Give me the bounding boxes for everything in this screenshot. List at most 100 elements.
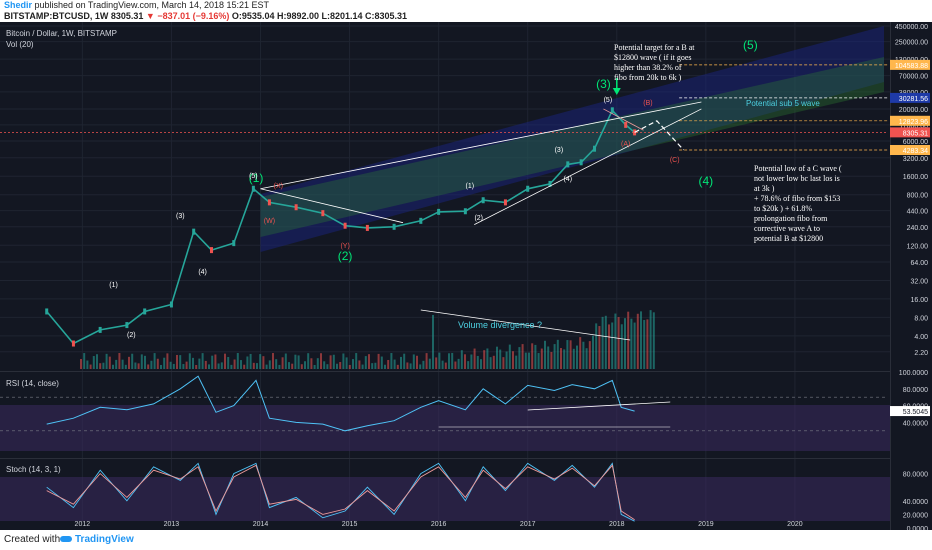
volume-bar	[291, 363, 294, 369]
price-candle	[267, 199, 271, 206]
target-note: Potential target for a B at $12800 wave …	[614, 43, 697, 82]
price-candle	[294, 204, 298, 211]
price-axis-border	[890, 22, 891, 530]
volume-bar	[272, 353, 274, 369]
price-candle	[45, 308, 49, 315]
price-label-bg	[890, 145, 930, 156]
volume-bar	[633, 322, 636, 369]
volume-bar	[444, 362, 447, 369]
price-candle	[526, 185, 530, 192]
volume-bar	[588, 341, 591, 369]
wave-label: (3)	[596, 77, 611, 91]
volume-bar	[483, 350, 486, 369]
x-tick-label: 2012	[75, 521, 91, 528]
chart-canvas[interactable]: (1) (2) (3) (4) (5) (1) (2) (3) (4) (5) (1) (2) (3)(…	[0, 22, 932, 533]
volume-bar	[569, 340, 572, 369]
volume-bar	[608, 324, 610, 369]
volume-bar	[217, 363, 220, 369]
volume-bar	[368, 354, 370, 369]
volume-bar	[284, 353, 287, 369]
volume-bar	[147, 364, 150, 369]
price-label-bg	[890, 92, 930, 103]
price-candle	[610, 107, 614, 114]
volume-bar	[528, 352, 530, 369]
volume-bar	[652, 312, 655, 369]
wave-label: (1)	[466, 183, 475, 190]
panel-divider[interactable]	[0, 458, 890, 459]
volume-bar	[185, 361, 188, 369]
price-label-bg	[890, 115, 930, 126]
price-label-bg	[890, 127, 930, 138]
volume-bar	[416, 355, 418, 369]
price-candle	[392, 223, 396, 230]
volume-bar	[380, 356, 383, 369]
price-change: −837.01 (−9.16%)	[157, 11, 230, 21]
volume-bar	[288, 362, 290, 369]
wave-label: (C)	[670, 157, 680, 164]
volume-bar	[348, 364, 351, 369]
volume-bar	[371, 363, 374, 369]
created-with: Created with	[4, 534, 61, 545]
volume-bar	[140, 354, 143, 369]
stoch-k-line	[46, 462, 635, 522]
volume-bar	[188, 353, 191, 369]
volume-bar	[374, 362, 377, 369]
volume-bar	[275, 359, 278, 369]
volume-bar	[387, 359, 390, 369]
volume-bar	[294, 354, 297, 369]
volume-bar	[320, 353, 322, 369]
volume-bar	[649, 310, 652, 369]
volume-bar	[515, 355, 518, 369]
wave-label: (2)	[127, 332, 136, 339]
trend-line-down	[260, 188, 404, 224]
price-label: 12823.96	[899, 119, 928, 126]
price-candle	[210, 247, 214, 254]
volume-bar	[115, 359, 118, 369]
down-arrow-icon	[612, 88, 621, 95]
volume-bar	[144, 355, 146, 369]
x-tick-label: 2014	[253, 521, 269, 528]
wave-label: (4)	[699, 174, 714, 188]
tradingview-logo[interactable]: TradingView	[60, 530, 134, 550]
volume-bar	[352, 359, 354, 369]
volume-bar	[521, 344, 524, 369]
volume-bar	[304, 361, 306, 369]
chart-svg[interactable]: (1)(2)(3)(4)(5)(1)(2)(3)(4)(5)(1)(2)(3)(…	[0, 22, 932, 533]
trend-line-upper	[260, 101, 702, 190]
green-channel	[260, 57, 884, 237]
rsi-tick-label: 80.0000	[903, 387, 928, 394]
price-candle	[548, 180, 552, 187]
volume-bar	[630, 318, 633, 369]
volume-divergence-line	[420, 309, 631, 341]
volume-bar	[441, 360, 444, 369]
volume-bar	[256, 363, 258, 369]
volume-bar	[345, 357, 348, 369]
volume-bar	[179, 355, 182, 369]
volume-bar	[636, 313, 639, 369]
volume-bar	[355, 353, 358, 369]
volume-bar	[169, 361, 172, 369]
y-tick-label: 4.00	[914, 334, 928, 341]
volume-bar	[470, 354, 473, 369]
volume-bar	[396, 364, 399, 369]
author-link[interactable]: Shedir	[4, 0, 33, 10]
volume-bar	[595, 323, 598, 369]
volume-bar	[198, 358, 201, 369]
volume-bar	[540, 348, 543, 369]
volume-bar	[227, 357, 230, 369]
volume-bar	[550, 351, 553, 369]
chart-title: Bitcoin / Dollar, 1W, BITSTAMP	[6, 29, 117, 38]
panel-divider[interactable]	[0, 371, 890, 372]
x-tick-label: 2015	[342, 521, 358, 528]
volume-bar	[566, 340, 569, 369]
volume-bar	[108, 356, 111, 369]
last-price: 8305.31	[110, 11, 144, 21]
y-tick-label: 16.00	[910, 297, 928, 304]
volume-bar	[611, 322, 614, 369]
volume-bar	[246, 356, 249, 369]
volume-bar	[432, 314, 434, 369]
wave-label: (1)	[109, 282, 118, 289]
volume-bar	[496, 346, 498, 369]
price-candle	[192, 228, 196, 235]
wave-label: (5)	[249, 173, 258, 180]
